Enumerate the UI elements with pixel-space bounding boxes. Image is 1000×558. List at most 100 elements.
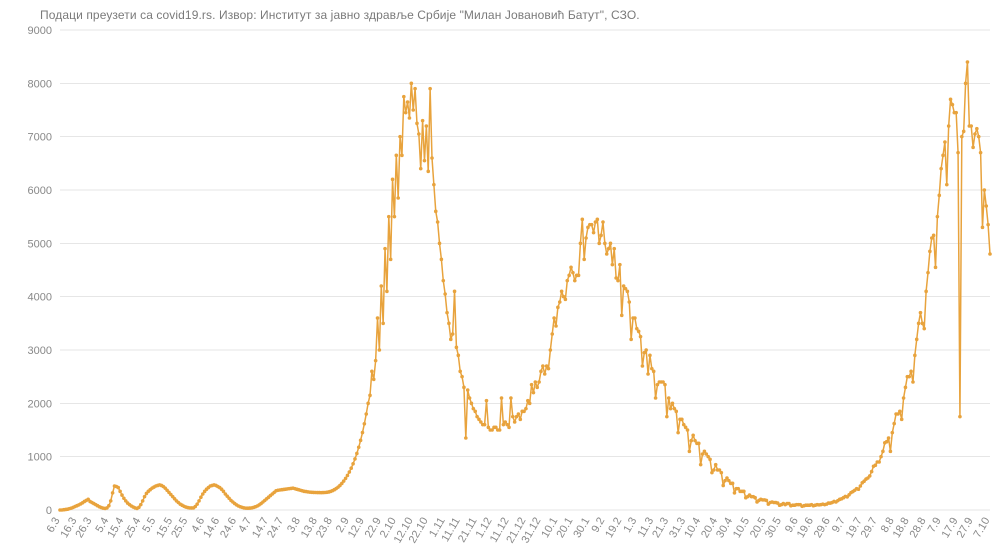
series-marker (887, 436, 891, 440)
series-marker (688, 450, 692, 454)
series-marker (434, 210, 438, 214)
series-marker (120, 493, 124, 497)
series-marker (355, 452, 359, 456)
series-marker (558, 300, 562, 304)
y-tick-label: 2000 (28, 398, 52, 410)
series-marker (118, 490, 122, 494)
series-marker (423, 159, 427, 163)
series-marker (885, 440, 889, 444)
series-marker (462, 386, 466, 390)
series-marker (988, 252, 992, 256)
y-tick-label: 1000 (28, 452, 52, 464)
series-marker (911, 380, 915, 384)
series-marker (652, 370, 656, 374)
series-marker (344, 477, 348, 481)
series-marker (349, 466, 353, 470)
series-marker (370, 370, 374, 374)
series-marker (415, 122, 419, 126)
series-marker (928, 250, 932, 254)
series-marker (530, 383, 534, 387)
y-tick-label: 0 (46, 505, 52, 517)
series-marker (676, 431, 680, 435)
series-marker (721, 484, 725, 488)
series-marker (753, 496, 757, 500)
series-marker (881, 450, 885, 454)
series-marker (958, 415, 962, 419)
series-marker (500, 396, 504, 400)
series-marker (941, 154, 945, 158)
series-marker (654, 396, 658, 400)
series-marker (567, 274, 571, 278)
series-marker (464, 436, 468, 440)
series-marker (584, 236, 588, 240)
series-marker (898, 410, 902, 414)
series-marker (915, 338, 919, 342)
series-marker (877, 460, 881, 464)
series-marker (395, 154, 399, 158)
series-marker (573, 279, 577, 283)
series-marker (443, 292, 447, 296)
series-marker (393, 215, 397, 219)
series-marker (671, 402, 675, 406)
series-marker (524, 407, 528, 411)
series-marker (348, 470, 352, 474)
series-marker (438, 242, 442, 246)
series-marker (396, 196, 400, 200)
series-marker (742, 490, 746, 494)
series-marker (605, 252, 609, 256)
series-marker (430, 156, 434, 160)
series-marker (889, 450, 893, 454)
series-marker (708, 458, 712, 462)
series-marker (900, 418, 904, 422)
series-marker (408, 116, 412, 120)
series-marker (577, 274, 581, 278)
series-marker (641, 364, 645, 368)
series-marker (560, 290, 564, 294)
series-marker (458, 370, 462, 374)
series-marker (436, 220, 440, 224)
series-marker (537, 380, 541, 384)
series-marker (981, 226, 985, 230)
series-marker (945, 183, 949, 187)
chart-container: Подаци преузети са covid19.rs. Извор: Ин… (0, 0, 1000, 558)
series-marker (870, 470, 874, 474)
series-marker (629, 338, 633, 342)
series-marker (357, 445, 361, 449)
y-tick-label: 5000 (28, 238, 52, 250)
series-marker (197, 499, 201, 503)
series-marker (691, 434, 695, 438)
series-marker (582, 258, 586, 262)
series-marker (956, 151, 960, 155)
series-marker (517, 412, 521, 416)
series-marker (674, 410, 678, 414)
series-marker (441, 279, 445, 283)
series-marker (554, 324, 558, 328)
series-marker (934, 266, 938, 270)
series-marker (937, 194, 941, 198)
series-marker (960, 135, 964, 139)
series-marker (581, 218, 585, 222)
series-marker (947, 124, 951, 128)
series-marker (351, 462, 355, 466)
series-marker (549, 348, 553, 352)
series-marker (964, 82, 968, 86)
series-marker (379, 284, 383, 288)
series-marker (376, 316, 380, 320)
series-marker (565, 279, 569, 283)
series-marker (419, 167, 423, 171)
series-marker (513, 420, 517, 424)
series-marker (507, 426, 511, 430)
series-marker (667, 396, 671, 400)
series-marker (596, 218, 600, 222)
series-marker (426, 170, 430, 174)
series-marker (353, 457, 357, 461)
series-marker (697, 442, 701, 446)
series-marker (389, 258, 393, 262)
series-marker (381, 322, 385, 326)
series-marker (466, 388, 470, 392)
series-marker (603, 242, 607, 246)
series-marker (597, 242, 601, 246)
series-marker (607, 247, 611, 251)
series-marker (979, 151, 983, 155)
series-marker (361, 431, 365, 435)
